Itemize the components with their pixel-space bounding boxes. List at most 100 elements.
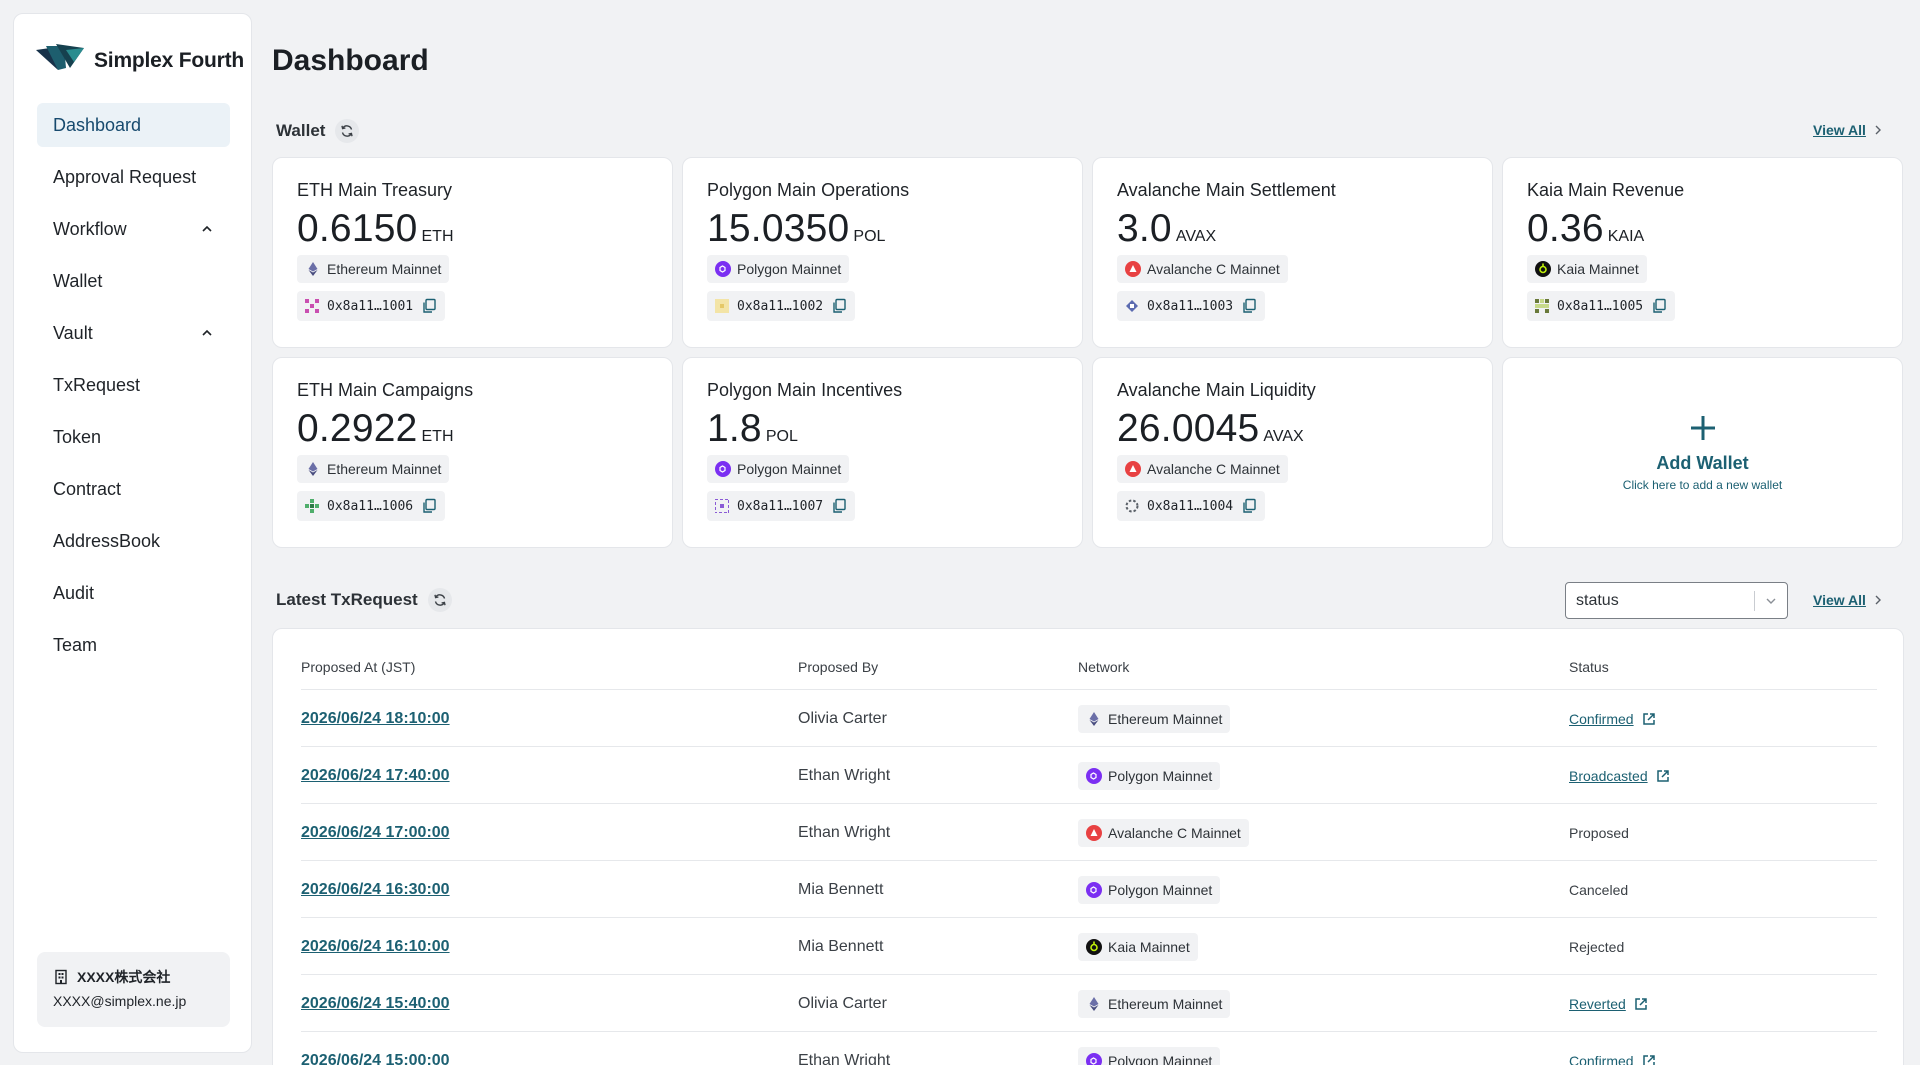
network-label: Ethereum Mainnet <box>327 461 442 477</box>
sidebar: Simplex Fourth Dashboard Approval Reques… <box>13 13 252 1053</box>
chevron-up-icon[interactable] <box>200 222 214 236</box>
network-label: Avalanche C Mainnet <box>1108 824 1241 841</box>
sidebar-item-audit[interactable]: Audit <box>37 571 230 615</box>
status-label: Confirmed <box>1569 1052 1634 1065</box>
sidebar-item-wallet[interactable]: Wallet <box>37 259 230 303</box>
proposed-at-link[interactable]: 2026/06/24 17:40:00 <box>301 766 450 784</box>
sidebar-item-approval-request[interactable]: Approval Request <box>37 155 230 199</box>
status-label: Broadcasted <box>1569 767 1648 784</box>
status-link[interactable]: Confirmed <box>1569 1053 1656 1065</box>
sidebar-item-txrequest[interactable]: TxRequest <box>37 363 230 407</box>
address-chip: 0x8a11…1007 <box>707 491 856 521</box>
sidebar-item-label: Approval Request <box>53 166 197 187</box>
polygon-icon <box>1086 881 1102 898</box>
kaia-icon <box>1535 261 1551 277</box>
txrequest-section-title: Latest TxRequest <box>276 588 452 612</box>
wallet-unit: AVAX <box>1175 228 1217 245</box>
wallet-name: Avalanche Main Liquidity <box>1117 380 1316 400</box>
wallet-card[interactable]: ETH Main Campaigns 0.2922 ETH Ethereum Ma… <box>272 357 673 548</box>
company-name: XXXX株式会社 <box>77 969 171 985</box>
table-row[interactable]: 2026/06/24 15:00:00 Ethan Wright Polygon… <box>301 1031 1877 1065</box>
table-row[interactable]: 2026/06/24 18:10:00 Olivia Carter Ethere… <box>301 689 1877 746</box>
sidebar-item-workflow[interactable]: Workflow <box>37 207 230 251</box>
copy-icon[interactable] <box>421 498 437 514</box>
company-panel[interactable]: XXXX株式会社 XXXX@simplex.ne.jp <box>37 952 230 1027</box>
external-link-icon <box>1635 997 1647 1010</box>
proposed-at-link[interactable]: 2026/06/24 15:40:00 <box>301 994 450 1012</box>
wallet-view-all-link[interactable]: View All <box>1813 122 1882 138</box>
avalanche-icon <box>1125 261 1141 277</box>
table-row[interactable]: 2026/06/24 16:10:00 Mia Bennett Kaia Mai… <box>301 917 1877 974</box>
proposed-at-link[interactable]: 2026/06/24 17:00:00 <box>301 823 450 841</box>
sidebar-item-vault[interactable]: Vault <box>37 311 230 355</box>
copy-icon[interactable] <box>831 498 847 514</box>
proposed-at-link[interactable]: 2026/06/24 16:30:00 <box>301 880 450 898</box>
wallet-balance: 15.0350 <box>707 207 850 250</box>
refresh-icon[interactable] <box>335 119 360 143</box>
txrequest-table: Proposed At (JST) Proposed By Network St… <box>272 628 1904 1065</box>
polygon-icon <box>1086 767 1102 784</box>
network-label: Polygon Mainnet <box>1108 1052 1213 1065</box>
plus-icon <box>1688 413 1718 447</box>
wallet-name: ETH Main Campaigns <box>297 380 474 400</box>
chevron-up-icon[interactable] <box>200 326 214 340</box>
proposed-at-link[interactable]: 2026/06/24 18:10:00 <box>301 709 450 727</box>
wallet-card[interactable]: ETH Main Treasury 0.6150 ETH Ethereum Mai… <box>272 157 673 348</box>
address-identicon-icon <box>305 299 319 313</box>
address-identicon-icon <box>1126 300 1138 312</box>
copy-icon[interactable] <box>1651 298 1667 314</box>
wallet-card[interactable]: Avalanche Main Settlement 3.0 AVAX Avalan… <box>1092 157 1493 348</box>
refresh-icon[interactable] <box>427 588 452 612</box>
app-logo[interactable]: Simplex Fourth <box>36 44 244 78</box>
network-badge: Polygon Mainnet <box>1078 761 1221 790</box>
proposed-by: Ethan Wright <box>798 766 891 784</box>
wallet-card[interactable]: Avalanche Main Liquidity 26.0045 AVAX Ava… <box>1092 357 1493 548</box>
wallet-card[interactable]: Polygon Main Incentives 1.8 POL Polygon M… <box>682 357 1083 548</box>
wallet-card[interactable]: Polygon Main Operations 15.0350 POL Polyg… <box>682 157 1083 348</box>
table-row[interactable]: 2026/06/24 16:30:00 Mia Bennett Polygon … <box>301 860 1877 917</box>
add-wallet-subtitle: Click here to add a new wallet <box>1622 478 1783 492</box>
proposed-by: Olivia Carter <box>798 709 887 727</box>
sidebar-item-token[interactable]: Token <box>37 415 230 459</box>
external-link-icon <box>1642 712 1655 725</box>
network-label: Kaia Mainnet <box>1557 261 1639 277</box>
sidebar-item-dashboard[interactable]: Dashboard <box>37 103 230 147</box>
copy-icon[interactable] <box>1241 298 1257 314</box>
txrequest-view-all-link[interactable]: View All <box>1813 592 1882 608</box>
wallet-card[interactable]: Kaia Main Revenue 0.36 KAIA Kaia Mainnet … <box>1502 157 1903 348</box>
wallet-address: 0x8a11…1001 <box>327 298 414 314</box>
wallet-address: 0x8a11…1007 <box>737 498 824 514</box>
proposed-at-link[interactable]: 2026/06/24 15:00:00 <box>301 1051 450 1065</box>
address-chip: 0x8a11…1002 <box>707 291 856 321</box>
wallet-address: 0x8a11…1005 <box>1557 298 1644 314</box>
status-link[interactable]: Broadcasted <box>1569 768 1670 784</box>
external-link-icon <box>1642 1054 1655 1065</box>
sidebar-item-addressbook[interactable]: AddressBook <box>37 519 230 563</box>
wallet-section-title: Wallet <box>276 119 360 143</box>
sidebar-item-contract[interactable]: Contract <box>37 467 230 511</box>
select-divider <box>1754 590 1755 611</box>
status-label: Rejected <box>1569 938 1625 955</box>
polygon-icon <box>715 261 731 277</box>
sidebar-item-label: Contract <box>53 478 122 499</box>
copy-icon[interactable] <box>1241 498 1257 514</box>
status-link[interactable]: Reverted <box>1569 996 1648 1012</box>
status-label: Proposed <box>1569 824 1629 841</box>
ethereum-icon <box>308 262 318 276</box>
column-header-network: Network <box>1078 659 1130 675</box>
table-row[interactable]: 2026/06/24 17:40:00 Ethan Wright Polygon… <box>301 746 1877 803</box>
proposed-at-link[interactable]: 2026/06/24 16:10:00 <box>301 937 450 955</box>
wallet-name: ETH Main Treasury <box>297 180 453 200</box>
status-link[interactable]: Confirmed <box>1569 711 1656 727</box>
copy-icon[interactable] <box>831 298 847 314</box>
wallet-name: Polygon Main Incentives <box>707 380 903 400</box>
wallet-unit: POL <box>853 228 886 245</box>
copy-icon[interactable] <box>421 298 437 314</box>
add-wallet-button[interactable]: Add Wallet Click here to add a new walle… <box>1502 357 1903 548</box>
table-row[interactable]: 2026/06/24 15:40:00 Olivia Carter Ethere… <box>301 974 1877 1031</box>
sidebar-item-team[interactable]: Team <box>37 623 230 667</box>
status-filter-select[interactable]: status <box>1565 582 1788 619</box>
address-identicon-icon <box>1535 299 1549 313</box>
address-chip: 0x8a11…1004 <box>1117 491 1266 521</box>
table-row[interactable]: 2026/06/24 17:00:00 Ethan Wright Avalanc… <box>301 803 1877 860</box>
